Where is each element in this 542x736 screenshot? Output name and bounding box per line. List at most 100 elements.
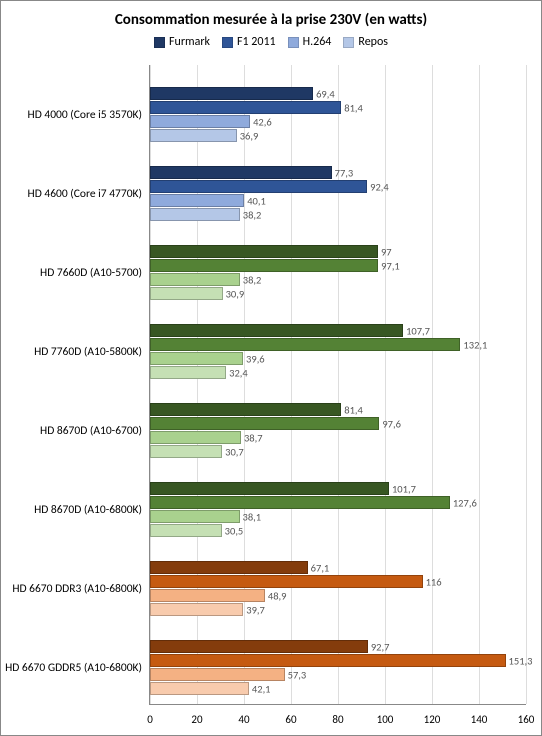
bar-value-label: 127,6 <box>449 496 477 509</box>
x-axis-tick-label: 0 <box>147 713 153 726</box>
bar: 32,4 <box>150 366 226 379</box>
bar-value-label: 39,7 <box>242 603 265 616</box>
category-group: HD 7660D (A10-5700)9797,138,230,9 <box>150 245 526 300</box>
bar: 81,4 <box>150 101 341 114</box>
bar-value-label: 67,1 <box>307 561 330 574</box>
bar: 30,9 <box>150 287 223 300</box>
chart-legend: Furmark F1 2011 H.264 Repos <box>1 35 541 57</box>
bar-value-label: 69,4 <box>312 87 335 100</box>
legend-swatch <box>343 37 354 48</box>
bar-value-label: 97 <box>377 245 392 258</box>
bar-value-label: 38,1 <box>239 510 262 523</box>
bar: 38,2 <box>150 273 240 286</box>
bar: 92,7 <box>150 640 368 653</box>
y-axis-category-label: HD 6670 DDR3 (A10-6800K) <box>2 582 150 596</box>
x-axis-tick-label: 160 <box>518 713 535 726</box>
bar-value-label: 107,7 <box>402 324 430 337</box>
bar: 48,9 <box>150 589 265 602</box>
bar: 30,7 <box>150 445 222 458</box>
bar-value-label: 38,7 <box>240 431 263 444</box>
category-group: HD 4600 (Core i7 4770K)77,392,440,138,2 <box>150 166 526 221</box>
y-axis-category-label: HD 7760D (A10-5800K) <box>2 345 150 359</box>
category-group: HD 6670 DDR3 (A10-6800K)67,111648,939,7 <box>150 561 526 616</box>
bar-value-label: 38,2 <box>239 208 262 221</box>
bar: 81,4 <box>150 403 341 416</box>
bar-value-label: 32,4 <box>225 366 248 379</box>
bar-value-label: 81,4 <box>340 101 363 114</box>
legend-label: Furmark <box>169 35 210 49</box>
x-axis-tick-label: 20 <box>191 713 202 726</box>
bar: 116 <box>150 575 423 588</box>
bar-value-label: 30,9 <box>222 287 245 300</box>
y-axis-category-label: HD 8670D (A10-6800K) <box>2 503 150 517</box>
legend-item: H.264 <box>288 35 332 49</box>
bar-value-label: 77,3 <box>331 166 354 179</box>
bar-value-label: 116 <box>422 575 442 588</box>
legend-label: H.264 <box>303 35 332 49</box>
category-group: HD 7760D (A10-5800K)107,7132,139,632,4 <box>150 324 526 379</box>
bar: 151,3 <box>150 654 506 667</box>
legend-swatch <box>154 37 165 48</box>
bar: 67,1 <box>150 561 308 574</box>
bar-value-label: 42,1 <box>248 682 271 695</box>
bar-value-label: 81,4 <box>340 403 363 416</box>
bar-value-label: 97,1 <box>377 259 400 272</box>
legend-item: F1 2011 <box>222 35 276 49</box>
bar-value-label: 132,1 <box>459 338 487 351</box>
bar: 38,1 <box>150 510 240 523</box>
bar: 36,9 <box>150 129 237 142</box>
bar-value-label: 101,7 <box>388 482 416 495</box>
legend-swatch <box>222 37 233 48</box>
category-group: HD 4000 (Core i5 3570K)69,481,442,636,9 <box>150 87 526 142</box>
bar: 39,6 <box>150 352 243 365</box>
bar: 77,3 <box>150 166 332 179</box>
bar: 42,6 <box>150 115 250 128</box>
legend-label: Repos <box>358 35 388 49</box>
y-axis-category-label: HD 6670 GDDR5 (A10-6800K) <box>2 661 150 675</box>
bar: 107,7 <box>150 324 403 337</box>
bar-value-label: 151,3 <box>505 654 533 667</box>
legend-item: Repos <box>343 35 388 49</box>
bar: 42,1 <box>150 682 249 695</box>
bar: 97 <box>150 245 378 258</box>
bar-value-label: 30,7 <box>221 445 244 458</box>
bar-value-label: 42,6 <box>249 115 272 128</box>
x-axis-tick-label: 100 <box>377 713 394 726</box>
bar-value-label: 57,3 <box>284 668 307 681</box>
x-axis-tick-label: 80 <box>332 713 343 726</box>
bar: 127,6 <box>150 496 450 509</box>
bar: 40,1 <box>150 194 244 207</box>
bar: 97,1 <box>150 259 378 272</box>
category-group: HD 8670D (A10-6800K)101,7127,638,130,5 <box>150 482 526 537</box>
power-consumption-chart: Consommation mesurée à la prise 230V (en… <box>0 0 542 736</box>
legend-item: Furmark <box>154 35 210 49</box>
bar-value-label: 38,2 <box>239 273 262 286</box>
bar-value-label: 36,9 <box>236 129 259 142</box>
chart-title: Consommation mesurée à la prise 230V (en… <box>1 1 541 35</box>
x-axis-tick-label: 120 <box>424 713 441 726</box>
bar-value-label: 92,7 <box>367 640 390 653</box>
gridline <box>526 65 527 704</box>
y-axis-category-label: HD 4600 (Core i7 4770K) <box>2 187 150 201</box>
chart-plot-area: 020406080100120140160HD 4000 (Core i5 35… <box>149 65 526 705</box>
bar-value-label: 40,1 <box>243 194 266 207</box>
x-axis-tick-label: 40 <box>238 713 249 726</box>
bar: 57,3 <box>150 668 285 681</box>
bar-value-label: 92,4 <box>366 180 389 193</box>
bar: 132,1 <box>150 338 460 351</box>
x-axis-tick-label: 60 <box>285 713 296 726</box>
bar: 39,7 <box>150 603 243 616</box>
bar: 97,6 <box>150 417 379 430</box>
bar: 92,4 <box>150 180 367 193</box>
legend-swatch <box>288 37 299 48</box>
y-axis-category-label: HD 4000 (Core i5 3570K) <box>2 108 150 122</box>
x-axis-tick-label: 140 <box>471 713 488 726</box>
y-axis-category-label: HD 7660D (A10-5700) <box>2 266 150 280</box>
category-group: HD 6670 GDDR5 (A10-6800K)92,7151,357,342… <box>150 640 526 695</box>
y-axis-category-label: HD 8670D (A10-6700) <box>2 424 150 438</box>
bar: 101,7 <box>150 482 389 495</box>
bar: 69,4 <box>150 87 313 100</box>
bar: 30,5 <box>150 524 222 537</box>
bar-value-label: 30,5 <box>221 524 244 537</box>
bar: 38,7 <box>150 431 241 444</box>
